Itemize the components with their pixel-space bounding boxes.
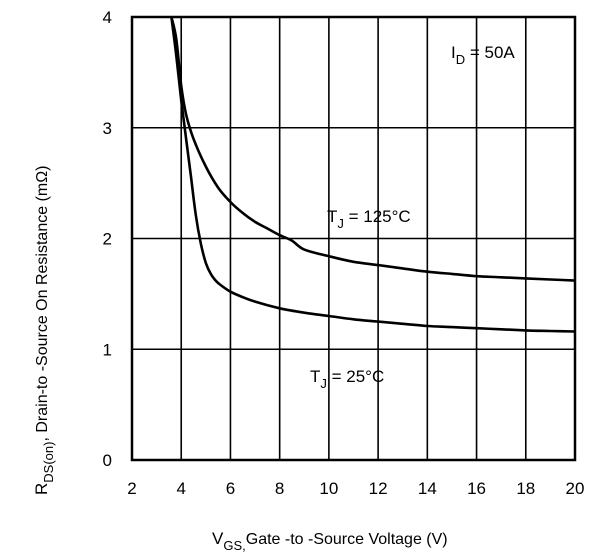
series-label-125c-rest: = 125°C — [344, 207, 411, 226]
x-tick-label: 20 — [566, 479, 585, 498]
x-tick-label: 6 — [226, 479, 235, 498]
series-label-25c: TJ = 25°C — [310, 367, 384, 391]
x-tick-label: 16 — [467, 479, 486, 498]
x-tick-label: 12 — [369, 479, 388, 498]
x-tick-labels: 2 4 6 8 10 12 14 16 18 20 — [127, 479, 584, 498]
x-tick-label: 4 — [176, 479, 185, 498]
y-tick-label: 4 — [103, 8, 112, 27]
y-axis-label-symbol: R — [32, 483, 51, 495]
y-tick-labels: 0 1 2 3 4 — [103, 8, 112, 470]
y-tick-label: 3 — [103, 119, 112, 138]
x-tick-label: 8 — [275, 479, 284, 498]
x-tick-label: 18 — [516, 479, 535, 498]
x-tick-label: 2 — [127, 479, 136, 498]
y-axis-label-subscript: DS(on) — [41, 442, 56, 483]
id-annotation-sub: D — [456, 52, 465, 67]
series-label-25c-main: T — [310, 367, 320, 386]
y-tick-label: 1 — [103, 340, 112, 359]
series-label-25c-sub: J — [320, 376, 327, 391]
y-tick-label: 0 — [103, 451, 112, 470]
y-axis-label: RDS(on), Drain-to -Source On Resistance … — [32, 165, 56, 495]
gridlines — [132, 17, 575, 460]
series-line-125c — [170, 16, 576, 282]
series-line-25c — [170, 16, 576, 333]
id-annotation-main: I — [451, 43, 456, 62]
x-axis-label-symbol: V — [212, 529, 224, 548]
series-label-125c: TJ = 125°C — [327, 207, 411, 231]
series-label-125c-sub: J — [337, 216, 344, 231]
id-annotation: ID = 50A — [451, 43, 515, 67]
x-axis-label-text: Gate -to -Source Voltage (V) — [246, 531, 448, 548]
series-group — [170, 16, 576, 333]
x-axis-label-subscript: GS, — [223, 538, 245, 553]
x-axis-label: VGS,Gate -to -Source Voltage (V) — [212, 529, 448, 553]
series-label-125c-main: T — [327, 207, 337, 226]
x-tick-label: 10 — [319, 479, 338, 498]
x-tick-label: 14 — [418, 479, 437, 498]
id-annotation-rest: = 50A — [465, 43, 515, 62]
plot-frame — [130, 15, 577, 462]
y-tick-label: 2 — [103, 230, 112, 249]
y-axis-label-text: , Drain-to -Source On Resistance (mΩ) — [34, 165, 51, 441]
series-label-25c-rest: = 25°C — [327, 367, 384, 386]
